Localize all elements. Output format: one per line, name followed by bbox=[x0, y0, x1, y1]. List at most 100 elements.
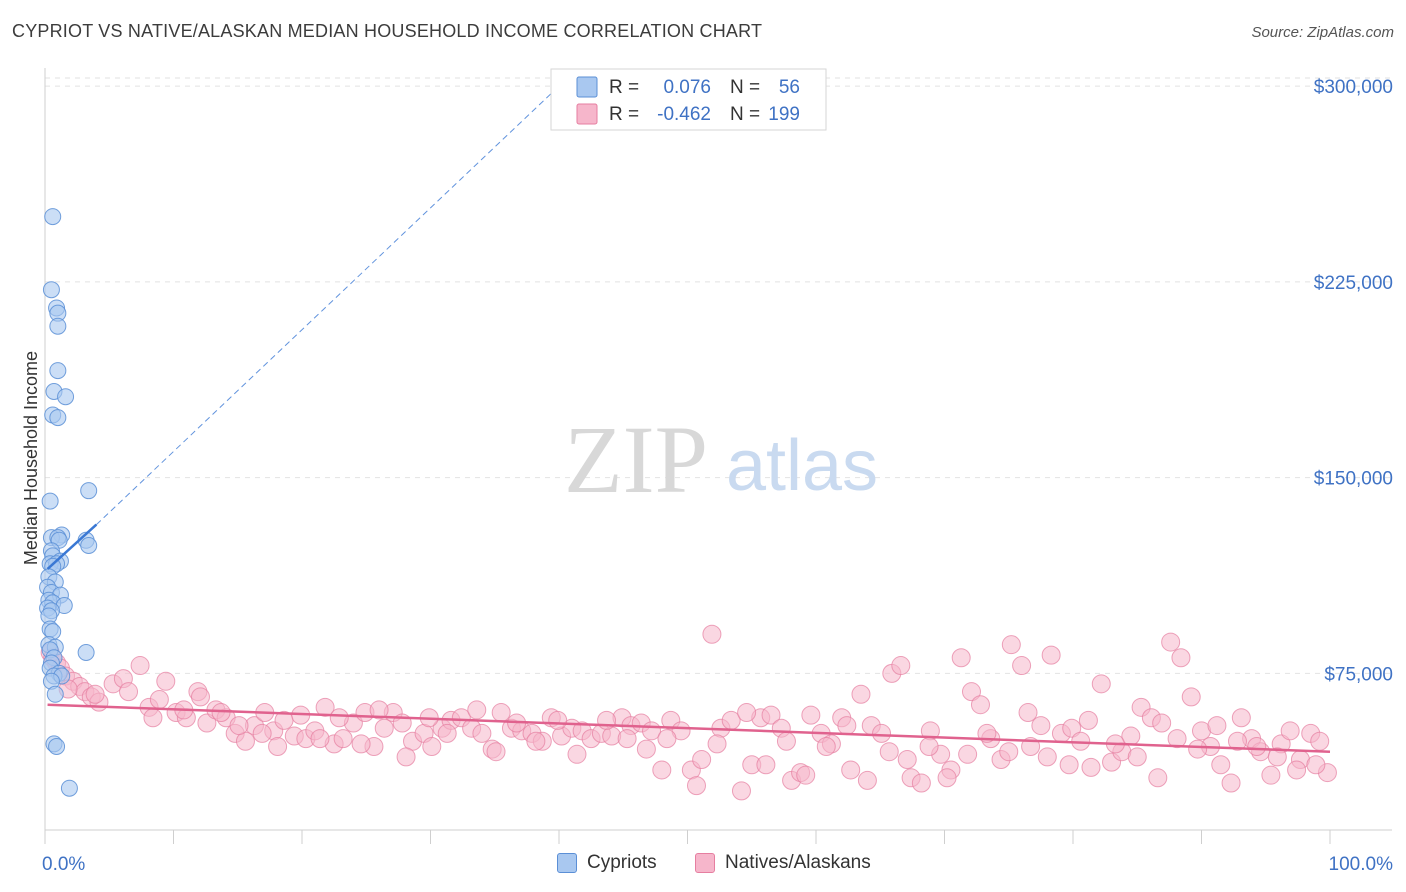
native-point bbox=[686, 776, 706, 796]
native-point bbox=[879, 742, 899, 762]
native-point bbox=[130, 656, 150, 676]
native-point bbox=[702, 624, 722, 644]
native-point bbox=[801, 705, 821, 725]
native-point bbox=[548, 710, 568, 730]
chart-title: CYPRIOT VS NATIVE/ALASKAN MEDIAN HOUSEHO… bbox=[12, 21, 763, 41]
native-point bbox=[149, 689, 169, 709]
native-point bbox=[1221, 773, 1241, 793]
native-point bbox=[796, 765, 816, 785]
native-point bbox=[1081, 757, 1101, 777]
legend-n-value: 199 bbox=[768, 104, 800, 125]
native-point bbox=[486, 742, 506, 762]
native-point bbox=[143, 708, 163, 728]
native-point bbox=[369, 700, 389, 720]
native-point bbox=[472, 723, 492, 743]
cypriot-point bbox=[77, 644, 95, 662]
native-point bbox=[190, 687, 210, 707]
y-tick-label: $75,000 bbox=[1324, 664, 1393, 685]
legend-swatch-native bbox=[576, 103, 598, 125]
native-point bbox=[1062, 718, 1082, 738]
legend-swatch-cypriot bbox=[576, 76, 598, 98]
cypriot-point bbox=[80, 536, 98, 554]
native-point bbox=[1287, 760, 1307, 780]
native-point bbox=[761, 705, 781, 725]
cypriot-points bbox=[39, 208, 98, 797]
stats-legend: R = 0.076 N = 56 R = -0.462 N = 199 bbox=[550, 68, 827, 131]
legend-n-value: 56 bbox=[779, 77, 800, 98]
native-point bbox=[1001, 635, 1021, 655]
native-point bbox=[351, 734, 371, 754]
legend-label-natives: Natives/Alaskans bbox=[725, 852, 871, 873]
cypriot-point bbox=[46, 685, 64, 703]
native-point bbox=[1247, 736, 1267, 756]
native-point bbox=[85, 684, 105, 704]
native-point bbox=[1310, 731, 1330, 751]
cypriot-point bbox=[42, 281, 60, 299]
native-point bbox=[897, 750, 917, 770]
native-point bbox=[1127, 747, 1147, 767]
native-point bbox=[422, 736, 442, 756]
native-point bbox=[1031, 716, 1051, 736]
native-point bbox=[229, 716, 249, 736]
native-point bbox=[197, 713, 217, 733]
legend-item-cypriots[interactable]: Cypriots bbox=[557, 852, 657, 874]
legend-n-label: N = bbox=[730, 77, 760, 98]
native-point bbox=[1181, 687, 1201, 707]
native-point bbox=[396, 747, 416, 767]
native-point bbox=[437, 723, 457, 743]
native-point bbox=[837, 716, 857, 736]
cypriot-point bbox=[49, 317, 67, 335]
native-point bbox=[891, 656, 911, 676]
native-point bbox=[1041, 645, 1061, 665]
native-point bbox=[1227, 731, 1247, 751]
native-point bbox=[970, 695, 990, 715]
native-trend-line bbox=[47, 703, 1331, 753]
cypriot-point bbox=[41, 492, 59, 510]
native-point bbox=[872, 723, 892, 743]
native-point bbox=[816, 736, 836, 756]
native-point bbox=[1231, 708, 1251, 728]
cypriot-point bbox=[60, 779, 78, 797]
native-point bbox=[692, 750, 712, 770]
native-point bbox=[1037, 747, 1057, 767]
legend-r-label: R = bbox=[609, 77, 639, 98]
y-tick-label: $150,000 bbox=[1314, 469, 1393, 490]
native-point bbox=[958, 744, 978, 764]
legend-label-cypriots: Cypriots bbox=[587, 852, 657, 873]
native-point bbox=[467, 700, 487, 720]
legend-r-value: 0.076 bbox=[663, 77, 711, 98]
native-point bbox=[567, 744, 587, 764]
native-point bbox=[597, 710, 617, 730]
native-point bbox=[333, 729, 353, 749]
cypriot-point bbox=[80, 482, 98, 500]
native-point bbox=[652, 760, 672, 780]
x-tick-label: 0.0% bbox=[42, 854, 85, 875]
native-point bbox=[310, 729, 330, 749]
cypriot-point bbox=[44, 208, 62, 226]
legend-item-natives[interactable]: Natives/Alaskans bbox=[695, 852, 871, 874]
native-point bbox=[657, 729, 677, 749]
cypriot-point bbox=[49, 362, 67, 380]
native-point bbox=[329, 708, 349, 728]
axes: $75,000 $150,000 $225,000 $300,000 0.0% 100.0… bbox=[42, 68, 1393, 875]
native-point bbox=[1211, 755, 1231, 775]
native-point bbox=[374, 718, 394, 738]
cypriot-point bbox=[48, 737, 66, 755]
series-legend: Cypriots Natives/Alaskans bbox=[0, 852, 1406, 878]
native-point bbox=[252, 723, 272, 743]
native-point bbox=[1267, 747, 1287, 767]
native-point bbox=[911, 773, 931, 793]
native-point bbox=[1078, 710, 1098, 730]
native-point bbox=[156, 671, 176, 691]
legend-r-value: -0.462 bbox=[657, 104, 711, 125]
source-label: Source: ZipAtlas.com bbox=[1251, 24, 1394, 41]
native-point bbox=[961, 682, 981, 702]
native-point bbox=[1152, 713, 1172, 733]
legend-n-label: N = bbox=[730, 104, 760, 125]
native-point bbox=[526, 731, 546, 751]
native-point bbox=[857, 770, 877, 790]
legend-swatch-cypriot bbox=[557, 853, 577, 873]
y-axis-label: Median Household Income bbox=[21, 351, 41, 565]
legend-r-label: R = bbox=[609, 104, 639, 125]
